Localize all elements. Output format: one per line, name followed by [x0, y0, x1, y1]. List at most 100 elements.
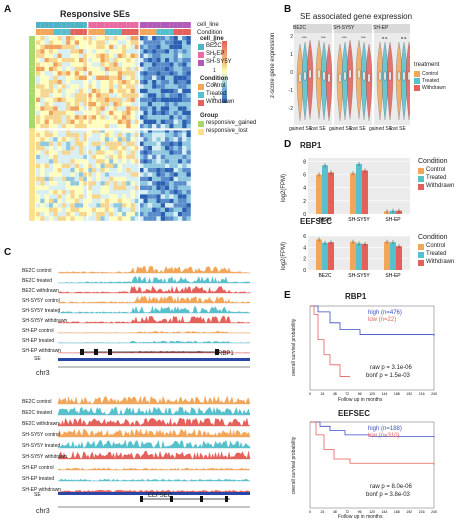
heatmap-cell — [74, 58, 79, 63]
heatmap-cell — [48, 212, 54, 217]
heatmap-cell — [156, 203, 161, 208]
heatmap-cell — [70, 176, 75, 182]
heatmap-cell — [169, 176, 174, 182]
heatmap-cell — [87, 185, 92, 190]
heatmap-cell — [117, 150, 122, 155]
legend-swatch-withdrawn — [198, 100, 204, 106]
coverage-track — [57, 275, 251, 284]
track-label: BE2C withdrawn — [22, 288, 59, 294]
legend-treatment-title: treatment — [414, 62, 440, 68]
heatmap-cell — [130, 181, 135, 186]
heatmap-cell — [173, 212, 178, 217]
legend-swatch-lost — [198, 129, 204, 135]
genome-tracks — [57, 265, 251, 508]
heatmap-cell — [182, 168, 187, 173]
heatmap-cell — [91, 115, 97, 120]
heatmap-cell — [156, 216, 161, 221]
heatmap-cell — [113, 132, 118, 138]
panel-a-label: A — [4, 4, 12, 15]
heatmap-cell — [156, 40, 161, 45]
heatmap-cell — [104, 132, 110, 138]
heatmap-cell — [182, 207, 187, 212]
heatmap-cell — [40, 119, 45, 124]
heatmap-cell — [177, 49, 183, 54]
heatmap-cell — [173, 110, 178, 116]
heatmap-cell — [117, 102, 122, 107]
heatmap-cell — [177, 194, 183, 199]
heatmap-cell — [160, 163, 165, 168]
heatmap-cell — [91, 216, 97, 221]
heatmap-cell — [66, 128, 71, 133]
heatmap-cell — [53, 194, 58, 199]
legend-label: Withdrawn — [426, 183, 455, 189]
heatmap-cell — [139, 66, 144, 72]
annot-cell — [173, 22, 178, 28]
colorbar-tick: 3 — [213, 40, 216, 46]
heatmap-cell — [57, 132, 62, 138]
heatmap-cell — [165, 181, 170, 186]
heatmap-cell — [113, 84, 118, 89]
heatmap-cell — [61, 168, 67, 173]
heatmap-cell — [122, 207, 127, 212]
heatmap-cell — [173, 71, 178, 76]
boxplot — [397, 71, 401, 81]
heatmap-cell — [40, 137, 45, 142]
heatmap-cell — [74, 159, 79, 164]
heatmap-cell — [126, 207, 131, 212]
heatmap-cell — [169, 80, 174, 85]
km-bonf-p: bonf p = 3.8e-03 — [366, 492, 410, 498]
heatmap-cell — [147, 172, 153, 177]
heatmap-cell — [48, 190, 54, 195]
heatmap-cell — [91, 93, 97, 98]
heatmap-cell — [44, 62, 49, 67]
heatmap-cell — [143, 88, 148, 94]
heatmap-cell — [79, 58, 84, 63]
heatmap-cell — [143, 71, 148, 76]
heatmap-cell — [186, 71, 191, 76]
heatmap-cell — [186, 163, 191, 168]
heatmap-cell — [83, 58, 88, 63]
heatmap-cell — [147, 44, 153, 50]
heatmap-cell — [130, 71, 135, 76]
heatmap-cell — [48, 110, 54, 116]
heatmap-cell — [91, 80, 97, 85]
heatmap-cell — [70, 159, 75, 164]
heatmap-cell — [109, 80, 114, 85]
heatmap-cell — [182, 75, 187, 80]
track-label: BE2C treated — [22, 410, 53, 416]
heatmap-cell — [147, 176, 153, 182]
heatmap-cell — [100, 141, 105, 146]
heatmap-cell — [100, 137, 105, 142]
heatmap-cell — [53, 212, 58, 217]
heatmap-cell — [57, 137, 62, 142]
heatmap-cell — [44, 44, 49, 50]
heatmap-cell — [79, 53, 84, 58]
annot-cell — [48, 29, 54, 35]
heatmap-cell — [160, 106, 165, 111]
heatmap-cell — [152, 132, 157, 138]
heatmap-cell — [48, 58, 54, 63]
heatmap-cell — [182, 190, 187, 195]
heatmap-cell — [100, 163, 105, 168]
heatmap-cell — [96, 75, 101, 80]
heatmap-cell — [147, 75, 153, 80]
heatmap-cell — [40, 110, 45, 116]
heatmap-cell — [91, 110, 97, 116]
heatmap-cell — [44, 84, 49, 89]
heatmap-cell — [70, 53, 75, 58]
heatmap-cell — [48, 106, 54, 111]
heatmap-cell — [36, 115, 41, 120]
xtick: BE2C — [318, 273, 331, 279]
heatmap-cell — [36, 71, 41, 76]
heatmap-cell — [134, 137, 140, 142]
heatmap-cell — [156, 212, 161, 217]
heatmap-cell — [169, 66, 174, 72]
coverage-track — [57, 305, 251, 314]
annot-cell — [182, 22, 187, 28]
annot-cell — [169, 22, 174, 28]
heatmap-cell — [139, 198, 144, 204]
heatmap-cell — [79, 88, 84, 94]
heatmap-cell — [134, 84, 140, 89]
heatmap-cell — [74, 53, 79, 58]
track-label: SH-EP withdrawn — [22, 348, 62, 354]
